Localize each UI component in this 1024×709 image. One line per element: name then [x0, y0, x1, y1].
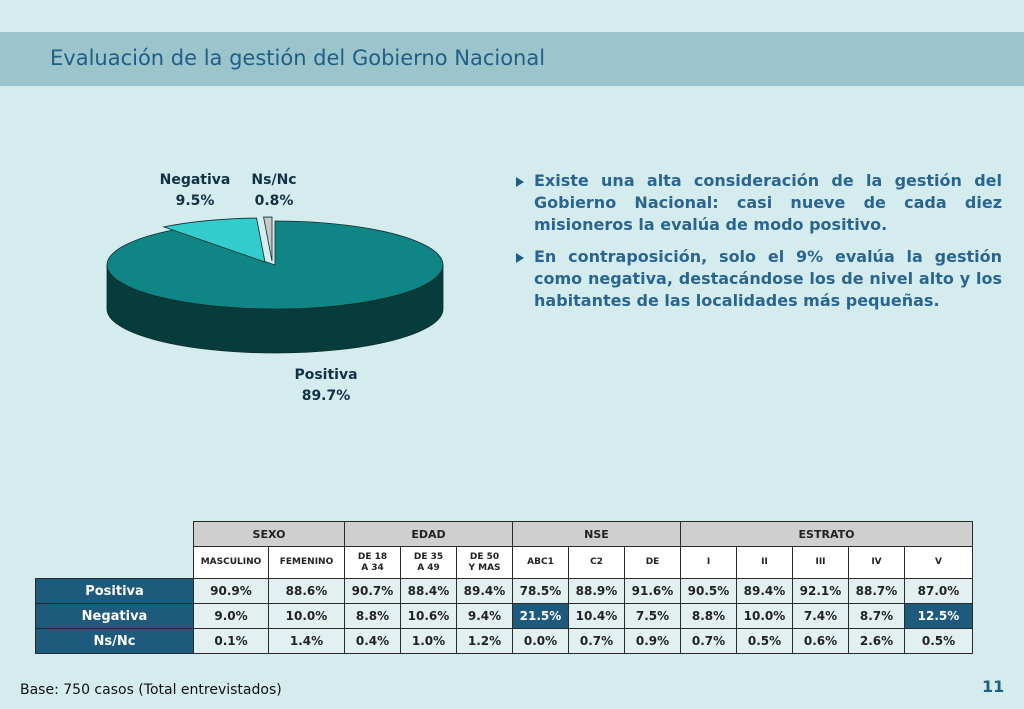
- bullet-item: En contraposición, solo el 9% evalúa la …: [516, 246, 1002, 312]
- table-cell: 2.6%: [848, 628, 905, 654]
- table-cell: 88.4%: [400, 578, 457, 604]
- sub-header-row: MASCULINO FEMENINO DE 18 A 34 DE 35 A 49 D…: [36, 546, 973, 579]
- table-cell: 88.9%: [568, 578, 625, 604]
- sub-header-cell: I: [680, 546, 737, 579]
- sub-header-cell: DE 18 A 34: [344, 546, 401, 579]
- table-cell: 88.6%: [268, 578, 345, 604]
- sub-header-cell: IV: [848, 546, 905, 579]
- pie-label-negativa-name: Negativa: [159, 172, 231, 188]
- table-cell: 0.7%: [680, 628, 737, 654]
- bullet-text: En contraposición, solo el 9% evalúa la …: [534, 247, 1002, 310]
- pie-label-positiva: Positiva 89.7%: [283, 365, 369, 407]
- table-cell: 0.5%: [904, 628, 973, 654]
- sub-header-line: DE 18: [357, 551, 388, 562]
- sub-header-cell: FEMENINO: [268, 546, 345, 579]
- sub-header-cell: III: [792, 546, 849, 579]
- pie-label-nsnc: Ns/Nc 0.8%: [243, 170, 305, 212]
- sub-header-cell: V: [904, 546, 973, 579]
- table-cell: 0.4%: [344, 628, 401, 654]
- table-cell: 1.0%: [400, 628, 457, 654]
- sub-header-cell: II: [736, 546, 793, 579]
- table-cell: 91.6%: [624, 578, 681, 604]
- row-header: Ns/Nc: [35, 628, 194, 654]
- table-cell: 87.0%: [904, 578, 973, 604]
- pie-label-nsnc-name: Ns/Nc: [251, 172, 297, 188]
- group-header-row: SEXO EDAD NSE ESTRATO: [36, 521, 973, 547]
- base-note: Base: 750 casos (Total entrevistados): [20, 682, 282, 698]
- table-cell: 0.1%: [193, 628, 269, 654]
- corner-cell: [36, 547, 194, 579]
- table-cell: 0.6%: [792, 628, 849, 654]
- table-cell: 90.7%: [344, 578, 401, 604]
- table-cell-highlighted: 21.5%: [512, 603, 569, 629]
- pie-label-negativa-value: 9.5%: [175, 193, 215, 209]
- table-cell: 89.4%: [736, 578, 793, 604]
- sub-header-line: DE 50: [469, 551, 500, 562]
- pie-label-nsnc-value: 0.8%: [254, 193, 294, 209]
- table-cell: 88.7%: [848, 578, 905, 604]
- table-row-nsnc: Ns/Nc 0.1% 1.4% 0.4% 1.0% 1.2% 0.0% 0.7%…: [35, 628, 973, 654]
- group-header-sexo: SEXO: [193, 521, 345, 547]
- table-cell: 1.2%: [456, 628, 513, 654]
- header-band: [0, 32, 1024, 86]
- table-cell: 92.1%: [792, 578, 849, 604]
- table-cell: 7.4%: [792, 603, 849, 629]
- table-cell: 78.5%: [512, 578, 569, 604]
- sub-header-cell: MASCULINO: [193, 546, 269, 579]
- group-header-edad: EDAD: [344, 521, 513, 547]
- row-header: Positiva: [35, 578, 194, 604]
- bullet-item: Existe una alta consideración de la gest…: [516, 170, 1002, 236]
- bullet-list: Existe una alta consideración de la gest…: [516, 170, 1002, 322]
- table-cell: 8.8%: [680, 603, 737, 629]
- row-header: Negativa: [35, 603, 194, 629]
- pie-label-positiva-value: 89.7%: [301, 388, 351, 404]
- sub-header-cell: ABC1: [512, 546, 569, 579]
- pie-slice-positiva: [106, 220, 444, 310]
- table-cell: 8.8%: [344, 603, 401, 629]
- table-cell: 0.0%: [512, 628, 569, 654]
- table-cell: 1.4%: [268, 628, 345, 654]
- pie-chart: Negativa 9.5% Ns/Nc 0.8% Positiva 89.7%: [0, 0, 500, 460]
- table-cell: 10.4%: [568, 603, 625, 629]
- bullet-text: Existe una alta consideración de la gest…: [534, 171, 1002, 234]
- results-table: SEXO EDAD NSE ESTRATO MASCULINO FEMENINO…: [35, 521, 973, 654]
- pie-slice-nsnc: [263, 216, 273, 262]
- pie-label-positiva-name: Positiva: [294, 367, 358, 383]
- sub-header-line: A 34: [361, 562, 384, 573]
- sub-header-line: Y MAS: [468, 562, 501, 573]
- table-cell: 7.5%: [624, 603, 681, 629]
- group-header-estrato: ESTRATO: [680, 521, 973, 547]
- group-header-nse: NSE: [512, 521, 681, 547]
- table-cell: 90.9%: [193, 578, 269, 604]
- pie-chart-svg: [106, 216, 444, 354]
- sub-header-cell: DE 35 A 49: [400, 546, 457, 579]
- table-cell: 0.9%: [624, 628, 681, 654]
- pie-slice-negativa: [162, 217, 266, 263]
- sub-header-cell: DE: [624, 546, 681, 579]
- sub-header-line: DE 35: [413, 551, 444, 562]
- table-cell: 8.7%: [848, 603, 905, 629]
- table-cell: 89.4%: [456, 578, 513, 604]
- sub-header-cell: DE 50 Y MAS: [456, 546, 513, 579]
- sub-header-line: A 49: [417, 562, 440, 573]
- table-row-positiva: Positiva 90.9% 88.6% 90.7% 88.4% 89.4% 7…: [35, 578, 973, 604]
- pie-label-negativa: Negativa 9.5%: [155, 170, 235, 212]
- table-cell: 10.0%: [268, 603, 345, 629]
- table-cell: 10.6%: [400, 603, 457, 629]
- arrow-bullet-icon: [516, 253, 524, 263]
- page-number: 11: [982, 677, 1005, 696]
- table-cell: 90.5%: [680, 578, 737, 604]
- arrow-bullet-icon: [516, 177, 524, 187]
- table-cell: 0.7%: [568, 628, 625, 654]
- table-cell: 9.0%: [193, 603, 269, 629]
- table-cell-highlighted: 12.5%: [904, 603, 973, 629]
- sub-header-cell: C2: [568, 546, 625, 579]
- page-title: Evaluación de la gestión del Gobierno Na…: [50, 46, 546, 70]
- table-cell: 9.4%: [456, 603, 513, 629]
- table-cell: 0.5%: [736, 628, 793, 654]
- corner-cell: [36, 522, 194, 547]
- table-cell: 10.0%: [736, 603, 793, 629]
- table-row-negativa: Negativa 9.0% 10.0% 8.8% 10.6% 9.4% 21.5…: [35, 603, 973, 629]
